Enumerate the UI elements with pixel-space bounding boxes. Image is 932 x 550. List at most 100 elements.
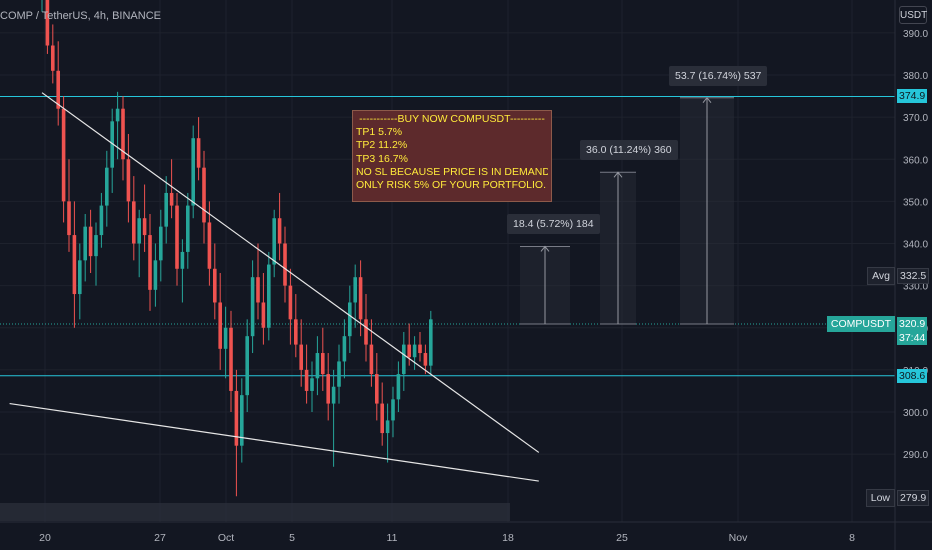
trendline-lower <box>9 402 539 482</box>
candle-body <box>294 319 298 345</box>
x-tick-label: 5 <box>289 532 295 544</box>
horizontal-levels <box>0 95 895 377</box>
y-tick-label: 380.0 <box>903 71 928 82</box>
y-tick-label: 370.0 <box>903 113 928 124</box>
candle-body <box>83 226 87 261</box>
x-tick-label: 25 <box>616 532 628 544</box>
candle-body <box>99 205 104 236</box>
resistance-price-tag: 374.9 <box>897 89 928 104</box>
candle-body <box>110 121 114 168</box>
candle-body <box>234 390 239 446</box>
low-label: Low <box>865 488 895 507</box>
candle-body <box>256 277 260 303</box>
candle-body <box>56 70 60 109</box>
last-price-tag: 320.9 37:44 <box>897 316 928 345</box>
candle-body <box>180 251 185 269</box>
x-tick-label: 18 <box>502 532 514 544</box>
candle-body <box>202 167 206 223</box>
projection-label-tp2: 36.0 (11.24%) 360 <box>580 140 678 161</box>
last-price-value: 320.9 <box>899 317 926 330</box>
candle-body <box>277 218 282 244</box>
candle-body <box>288 285 293 320</box>
candle-body <box>331 386 336 404</box>
candle-body <box>337 361 341 387</box>
candle-body <box>407 344 411 358</box>
candle-body <box>418 344 422 354</box>
projection-label-tp3: 53.7 (16.74%) 537 <box>669 65 768 86</box>
candle-body <box>304 369 309 391</box>
note-line-risk: ONLY RISK 5% OF YOUR PORTFOLIO. <box>356 179 547 192</box>
candle-body <box>175 205 179 269</box>
trade-note: -----------BUY NOW COMPUSDT---------- TP… <box>352 110 552 202</box>
candle-body <box>207 222 212 269</box>
candle-body <box>429 319 433 366</box>
candle-body <box>245 336 249 396</box>
symbol-title: COMP / TetherUS, 4h, BINANCE <box>0 10 161 22</box>
trendline-upper <box>41 92 540 453</box>
candle-body <box>315 353 320 379</box>
candle-body <box>380 403 384 434</box>
candle-body <box>353 277 357 303</box>
candle-body <box>423 353 428 366</box>
candle-body <box>196 138 201 168</box>
y-tick-label: 360.0 <box>903 155 928 166</box>
bar-countdown: 37:44 <box>899 331 926 344</box>
candle-body <box>132 201 136 244</box>
candle-body <box>283 243 287 286</box>
candle-body <box>126 159 131 202</box>
note-line-tp1: TP1 5.7% <box>356 126 403 139</box>
note-line-tp2: TP2 11.2% <box>356 139 408 152</box>
x-tick-label: 27 <box>154 532 166 544</box>
candle-body <box>223 327 228 349</box>
projection-label-tp1: 18.4 (5.72%) 184 <box>507 214 600 235</box>
x-tick-label: Nov <box>729 532 748 544</box>
candle-body <box>412 344 417 358</box>
target-projections <box>520 96 734 325</box>
candle-body <box>272 218 276 265</box>
candle-body <box>153 260 158 290</box>
candle-body <box>186 205 190 252</box>
candle-body <box>375 374 379 404</box>
candle-body <box>261 302 266 328</box>
candle-body <box>321 353 325 375</box>
candle-body <box>142 218 147 236</box>
candle-body <box>51 45 55 71</box>
y-tick-label: 300.0 <box>903 408 928 419</box>
candle-body <box>88 226 93 257</box>
trendlines <box>9 92 540 482</box>
x-axis: 20 27 Oct 5 11 18 25 Nov 8 <box>0 503 932 544</box>
candle-body <box>45 0 50 46</box>
support-price-tag: 308.6 <box>897 368 928 383</box>
x-tick-label: Oct <box>218 532 234 544</box>
y-tick-label: 330.0 <box>903 282 928 293</box>
candle-body <box>391 399 395 421</box>
candle-body <box>364 319 368 345</box>
note-header: -----------BUY NOW COMPUSDT---------- <box>359 113 545 125</box>
candle-body <box>396 374 401 400</box>
candle-body <box>213 268 217 303</box>
candle-body <box>67 201 71 236</box>
candle-body <box>310 378 314 391</box>
time-scrollbar <box>0 503 510 521</box>
candle-body <box>229 327 233 391</box>
currency-unit-button[interactable]: USDT <box>899 6 927 24</box>
candle-body <box>61 108 66 202</box>
projection-arrowhead <box>613 171 623 178</box>
candle-body <box>267 264 271 328</box>
low-price-tag: 279.9 <box>897 489 930 506</box>
candle-body <box>78 260 82 295</box>
candle-body <box>348 302 352 337</box>
symbol-price-label: COMPUSDT <box>826 315 895 332</box>
x-tick-label: 20 <box>39 532 51 544</box>
candle-body <box>94 235 98 257</box>
projection-arrowhead <box>702 96 712 104</box>
candle-body <box>250 277 255 337</box>
candle-body <box>218 302 222 349</box>
candle-body <box>169 192 174 206</box>
x-tick-label: 11 <box>387 532 398 544</box>
candle-body <box>105 167 109 206</box>
candle-body <box>385 420 390 434</box>
candle-body <box>369 344 374 375</box>
